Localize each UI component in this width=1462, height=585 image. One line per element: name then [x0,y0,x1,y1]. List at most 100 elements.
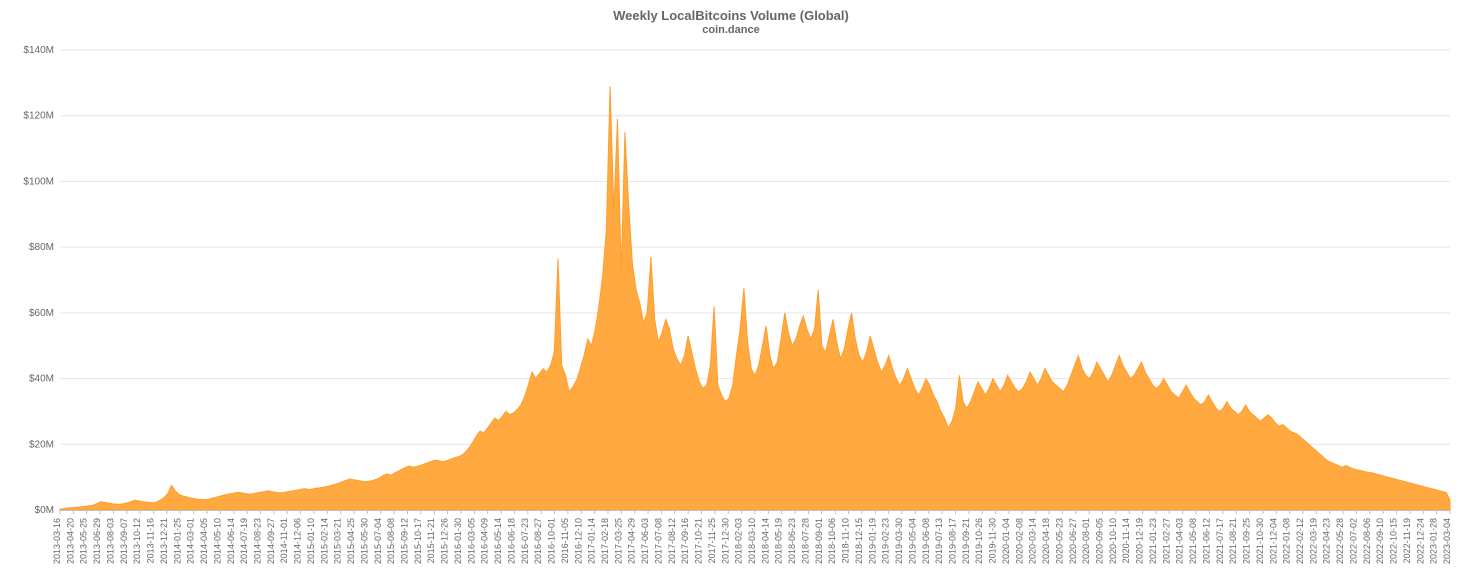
x-tick-label: 2017-12-30 [720,518,730,564]
x-tick-label: 2016-07-23 [520,518,530,564]
x-tick-label: 2022-01-08 [1282,518,1292,564]
x-tick-label: 2021-02-27 [1161,518,1171,564]
x-tick-label: 2019-07-13 [934,518,944,564]
volume-area-series [60,86,1450,510]
x-tick-label: 2014-04-05 [199,518,209,564]
x-tick-label: 2023-01-28 [1429,518,1439,564]
x-tick-label: 2016-10-01 [547,518,557,564]
x-tick-label: 2018-02-03 [734,518,744,564]
x-tick-label: 2018-07-28 [801,518,811,564]
x-tick-label: 2022-07-02 [1348,518,1358,564]
x-tick-label: 2019-05-04 [907,518,917,564]
x-tick-label: 2015-10-17 [413,518,423,564]
x-tick-label: 2017-06-03 [640,518,650,564]
x-tick-label: 2013-04-20 [65,518,75,564]
x-tick-label: 2015-04-25 [346,518,356,564]
x-tick-label: 2018-11-10 [841,518,851,563]
x-tick-label: 2018-10-06 [827,518,837,564]
x-tick-label: 2020-09-05 [1095,518,1105,564]
x-tick-label: 2014-11-01 [279,518,289,563]
x-tick-label: 2020-10-10 [1108,518,1118,564]
x-tick-label: 2015-08-08 [386,518,396,564]
x-tick-label: 2021-05-08 [1188,518,1198,564]
x-tick-label: 2015-02-14 [319,518,329,564]
x-tick-label: 2019-11-30 [988,518,998,563]
x-tick-label: 2013-03-16 [52,518,62,564]
x-tick-label: 2013-08-03 [106,518,116,564]
x-tick-label: 2017-10-21 [694,518,704,564]
x-tick-label: 2022-02-12 [1295,518,1305,564]
x-tick-label: 2015-05-30 [359,518,369,564]
area-chart: $0M$20M$40M$60M$80M$100M$120M$140M2013-0… [0,40,1462,585]
x-tick-label: 2021-09-25 [1242,518,1252,564]
x-tick-label: 2020-02-08 [1014,518,1024,564]
y-tick-label: $60M [29,308,54,319]
x-tick-label: 2021-06-12 [1201,518,1211,564]
x-tick-label: 2016-04-09 [480,518,490,564]
x-tick-label: 2020-06-27 [1068,518,1078,564]
x-tick-label: 2022-04-23 [1322,518,1332,564]
x-tick-label: 2016-11-05 [560,518,570,563]
y-tick-label: $20M [29,439,54,450]
x-tick-label: 2021-01-23 [1148,518,1158,564]
x-tick-label: 2022-08-06 [1362,518,1372,564]
x-tick-label: 2022-10-15 [1389,518,1399,564]
y-tick-label: $80M [29,242,54,253]
x-tick-label: 2015-07-04 [373,518,383,564]
x-tick-label: 2015-03-21 [333,518,343,564]
x-tick-label: 2020-11-14 [1121,518,1131,563]
x-tick-label: 2022-09-10 [1375,518,1385,564]
x-tick-label: 2019-09-21 [961,518,971,564]
y-tick-label: $40M [29,374,54,385]
x-tick-label: 2018-04-14 [760,518,770,564]
x-tick-label: 2016-03-05 [466,518,476,564]
x-tick-label: 2020-03-14 [1028,518,1038,564]
x-tick-label: 2013-09-07 [119,518,129,564]
x-tick-label: 2014-01-25 [172,518,182,564]
x-tick-label: 2017-07-08 [653,518,663,564]
x-tick-label: 2016-05-14 [493,518,503,564]
x-tick-label: 2015-09-12 [400,518,410,564]
chart-title: Weekly LocalBitcoins Volume (Global) [0,8,1462,23]
x-tick-label: 2014-06-14 [226,518,236,564]
chart-container: $0M$20M$40M$60M$80M$100M$120M$140M2013-0… [0,40,1462,585]
y-tick-label: $100M [23,176,54,187]
x-tick-label: 2016-01-30 [453,518,463,564]
x-tick-label: 2015-11-21 [426,518,436,563]
x-tick-label: 2013-12-21 [159,518,169,564]
x-tick-label: 2018-06-23 [787,518,797,564]
x-tick-label: 2020-04-18 [1041,518,1051,564]
x-tick-label: 2022-11-19 [1402,518,1412,563]
x-tick-label: 2022-12-24 [1415,518,1425,564]
x-tick-label: 2016-12-10 [573,518,583,564]
x-tick-label: 2019-01-19 [867,518,877,564]
x-tick-label: 2018-05-19 [774,518,784,564]
x-tick-label: 2014-12-06 [293,518,303,564]
x-tick-label: 2013-11-16 [146,518,156,563]
x-tick-label: 2018-12-15 [854,518,864,564]
x-tick-label: 2014-05-10 [212,518,222,564]
x-tick-label: 2014-09-27 [266,518,276,564]
x-tick-label: 2016-08-27 [533,518,543,564]
x-tick-label: 2022-03-19 [1308,518,1318,564]
x-tick-label: 2021-12-04 [1268,518,1278,564]
x-tick-label: 2018-03-10 [747,518,757,564]
x-tick-label: 2021-04-03 [1175,518,1185,564]
x-tick-label: 2015-12-26 [440,518,450,564]
x-tick-label: 2019-08-17 [948,518,958,564]
x-tick-label: 2023-03-04 [1442,518,1452,564]
x-tick-label: 2017-04-29 [627,518,637,564]
x-tick-label: 2016-06-18 [506,518,516,564]
y-tick-label: $120M [23,111,54,122]
x-tick-label: 2018-09-01 [814,518,824,564]
x-tick-label: 2013-06-29 [92,518,102,564]
x-tick-label: 2017-09-16 [680,518,690,564]
y-tick-label: $0M [35,505,54,516]
x-tick-label: 2020-05-23 [1054,518,1064,564]
chart-title-block: Weekly LocalBitcoins Volume (Global) coi… [0,0,1462,36]
x-tick-label: 2019-06-08 [921,518,931,564]
chart-subtitle: coin.dance [0,24,1462,36]
x-tick-label: 2021-08-21 [1228,518,1238,564]
x-tick-label: 2019-10-26 [974,518,984,564]
x-tick-label: 2019-03-30 [894,518,904,564]
